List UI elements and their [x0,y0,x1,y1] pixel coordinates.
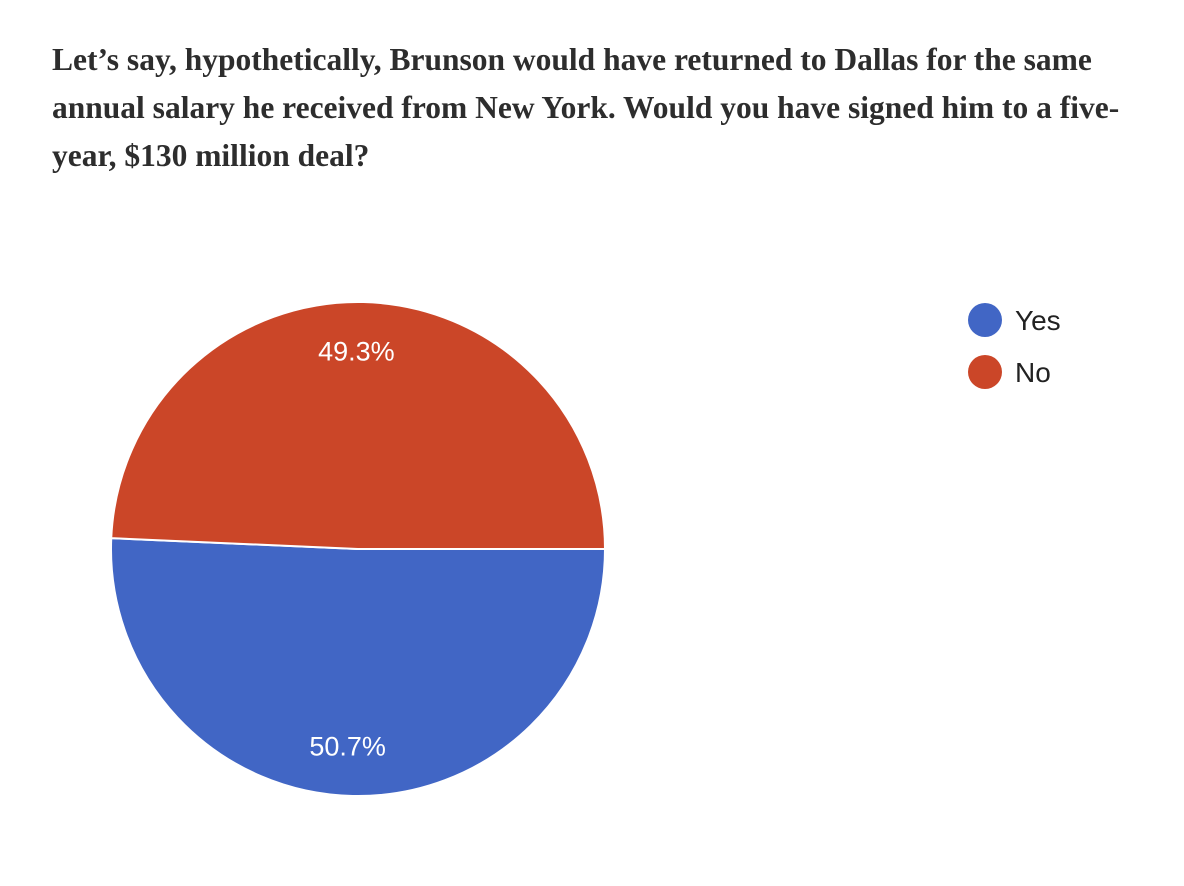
legend-label-no: No [1015,357,1051,388]
legend: Yes No [968,303,1061,389]
pie-slice-no [110,301,607,550]
pie-slices [110,301,607,798]
slice-label-yes: 50.7% [309,732,386,762]
legend-marker-yes [968,303,1002,337]
slice-label-no: 49.3% [318,336,395,366]
legend-label-yes: Yes [1015,305,1061,336]
legend-marker-no [968,355,1002,389]
pie-slice-yes [110,537,607,798]
question-title: Let’s say, hypothetically, Brunson would… [52,42,1120,173]
pie-slice-labels: 50.7% 49.3% [309,336,394,761]
